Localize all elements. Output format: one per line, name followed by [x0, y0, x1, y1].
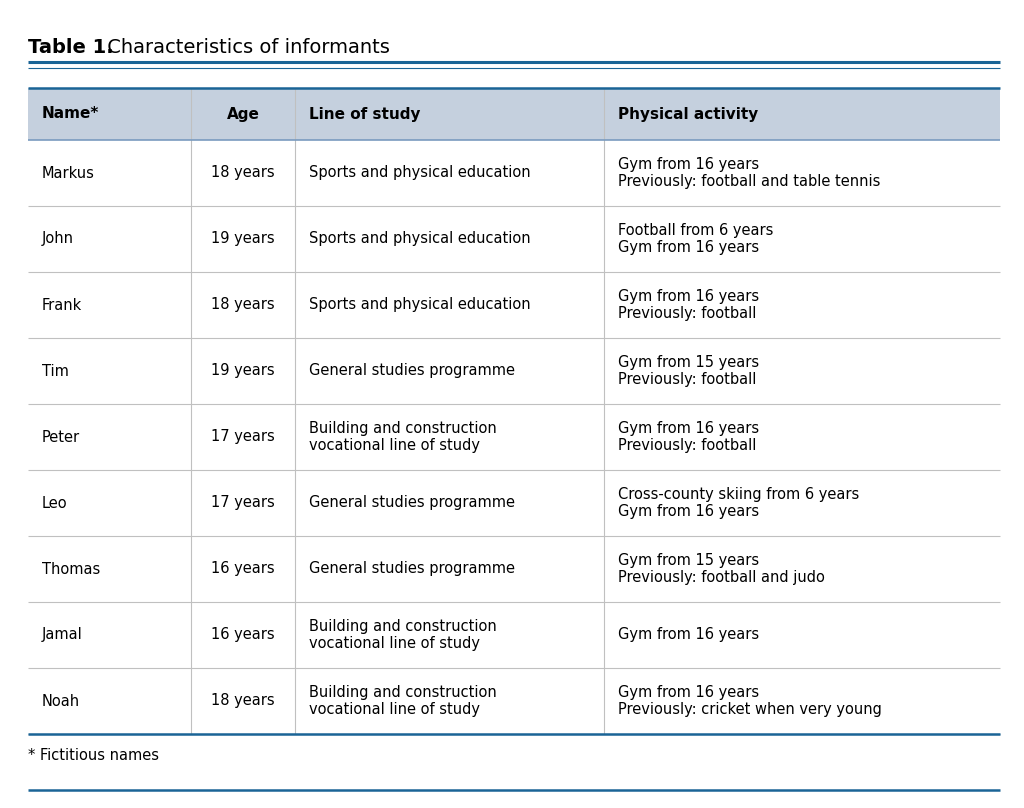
Text: Cross-county skiing from 6 years: Cross-county skiing from 6 years — [618, 487, 859, 503]
Text: Gym from 16 years: Gym from 16 years — [618, 240, 760, 255]
Text: Gym from 15 years: Gym from 15 years — [618, 356, 760, 370]
Text: John: John — [42, 232, 74, 246]
Text: 17 years: 17 years — [211, 430, 275, 444]
Text: 16 years: 16 years — [212, 562, 275, 576]
Text: Physical activity: Physical activity — [618, 107, 759, 121]
Text: vocational line of study: vocational line of study — [309, 636, 480, 650]
Text: 18 years: 18 years — [212, 166, 275, 180]
Text: Name*: Name* — [42, 107, 99, 121]
Text: Characteristics of informants: Characteristics of informants — [101, 38, 390, 57]
Text: 19 years: 19 years — [212, 364, 275, 378]
Text: Previously: football: Previously: football — [618, 372, 757, 387]
Text: Table 1.: Table 1. — [28, 38, 114, 57]
Text: Gym from 16 years: Gym from 16 years — [618, 628, 760, 642]
Text: Peter: Peter — [42, 430, 80, 444]
Text: Football from 6 years: Football from 6 years — [618, 223, 774, 238]
Text: General studies programme: General studies programme — [309, 364, 515, 378]
Text: Thomas: Thomas — [42, 562, 100, 576]
Text: 17 years: 17 years — [211, 495, 275, 511]
Text: Noah: Noah — [42, 693, 80, 709]
Text: 18 years: 18 years — [212, 693, 275, 709]
Text: Gym from 16 years: Gym from 16 years — [618, 503, 760, 519]
Text: Sports and physical education: Sports and physical education — [309, 232, 530, 246]
Text: Gym from 16 years: Gym from 16 years — [618, 685, 760, 701]
Text: Gym from 16 years: Gym from 16 years — [618, 289, 760, 305]
Text: Markus: Markus — [42, 166, 95, 180]
Text: Building and construction: Building and construction — [309, 620, 497, 634]
Text: Sports and physical education: Sports and physical education — [309, 297, 530, 313]
Text: Sports and physical education: Sports and physical education — [309, 166, 530, 180]
Text: Gym from 15 years: Gym from 15 years — [618, 553, 760, 568]
Text: 16 years: 16 years — [212, 628, 275, 642]
Text: Gym from 16 years: Gym from 16 years — [618, 421, 760, 436]
Text: vocational line of study: vocational line of study — [309, 701, 480, 717]
Text: Building and construction: Building and construction — [309, 421, 497, 436]
Text: 18 years: 18 years — [212, 297, 275, 313]
Text: Tim: Tim — [42, 364, 69, 378]
Text: Frank: Frank — [42, 297, 82, 313]
Text: Jamal: Jamal — [42, 628, 83, 642]
Text: Previously: football: Previously: football — [618, 438, 757, 452]
Text: 19 years: 19 years — [212, 232, 275, 246]
Text: Building and construction: Building and construction — [309, 685, 497, 701]
Text: Previously: football and table tennis: Previously: football and table tennis — [618, 174, 881, 188]
Text: Previously: football and judo: Previously: football and judo — [618, 570, 825, 585]
Text: General studies programme: General studies programme — [309, 562, 515, 576]
Text: Previously: cricket when very young: Previously: cricket when very young — [618, 701, 883, 717]
Text: Leo: Leo — [42, 495, 68, 511]
Text: General studies programme: General studies programme — [309, 495, 515, 511]
Bar — [28, 88, 1000, 140]
Text: Line of study: Line of study — [309, 107, 421, 121]
Text: Age: Age — [227, 107, 260, 121]
Text: Gym from 16 years: Gym from 16 years — [618, 158, 760, 172]
Text: vocational line of study: vocational line of study — [309, 438, 480, 452]
Text: Previously: football: Previously: football — [618, 305, 757, 321]
Text: * Fictitious names: * Fictitious names — [28, 748, 159, 763]
